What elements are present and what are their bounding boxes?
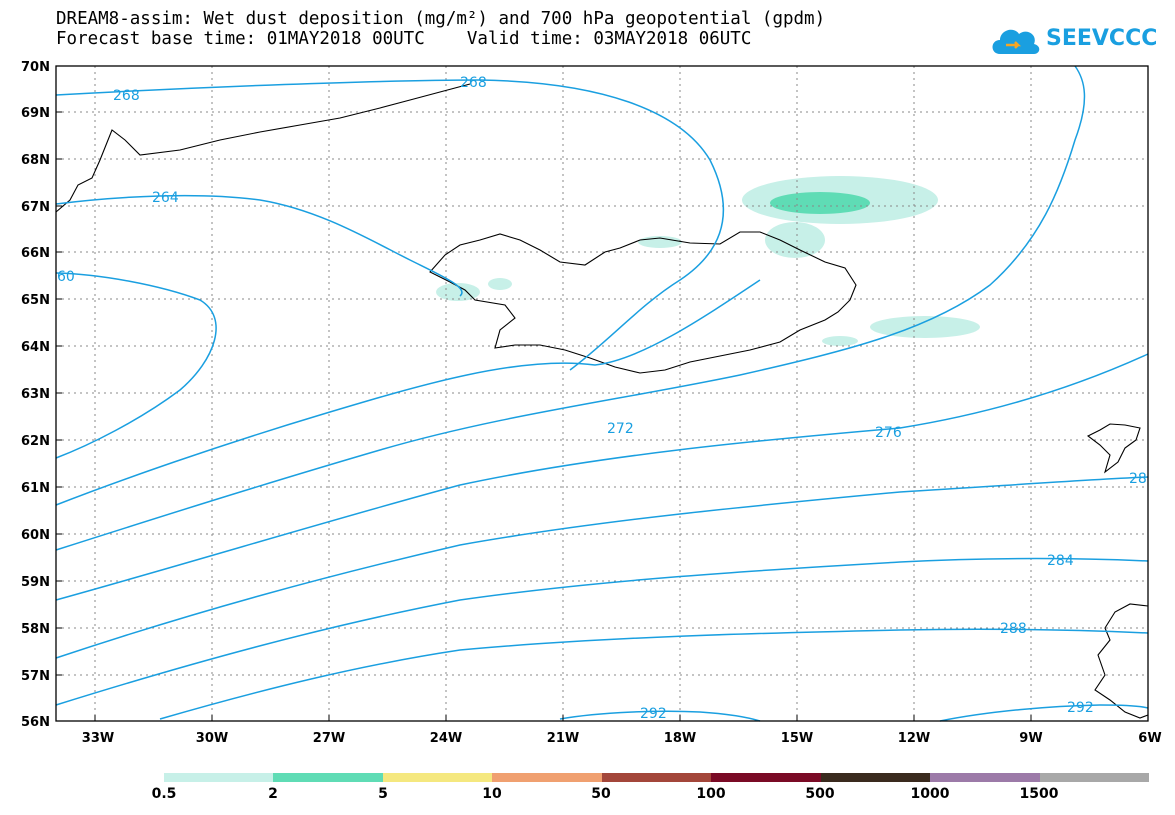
dust-area-west-fjords [488, 278, 512, 290]
contour-label: 292 [1067, 700, 1094, 716]
tick-marks [56, 65, 1149, 722]
colorbar-label: 10 [482, 786, 502, 802]
dust-area-south-sea [822, 336, 858, 346]
colorbar-label: 5 [378, 786, 388, 802]
contour-288 [159, 628, 1149, 720]
colorbar-label: 50 [591, 786, 611, 802]
lat-label: 66N [21, 246, 50, 261]
lat-label: 59N [21, 575, 50, 590]
contour-268 [55, 79, 725, 371]
lon-label: 30W [196, 731, 228, 746]
dust-area-east-coast [765, 222, 825, 258]
contour-292b [939, 704, 1149, 722]
lat-label: 67N [21, 200, 50, 215]
colorbar-swatch [382, 773, 493, 782]
lon-label: 27W [313, 731, 345, 746]
contour-label: 272 [607, 421, 634, 437]
colorbar-label: 1500 [1019, 786, 1059, 802]
contour-label: 268 [113, 88, 140, 104]
dust-area-southeast-sea [870, 316, 980, 338]
colorbar-label: 1000 [910, 786, 950, 802]
lat-label: 63N [21, 387, 50, 402]
contour-276 [55, 353, 1149, 601]
shetland-coast [1086, 423, 1141, 474]
colorbar-label: 100 [696, 786, 726, 802]
lat-label: 57N [21, 669, 50, 684]
scotland-coast [1094, 603, 1149, 719]
lat-label: 61N [21, 481, 50, 496]
lon-label: 15W [781, 731, 813, 746]
colorbar-swatch [164, 773, 274, 782]
lon-label: 9W [1019, 731, 1042, 746]
dust-core-east-iceland [770, 192, 870, 214]
lon-label: 6W [1138, 731, 1161, 746]
colorbar-labels: 0.5 2 5 10 50 100 500 1000 1500 [0, 786, 1175, 806]
colorbar-swatch [711, 773, 821, 782]
contour-272 [55, 65, 1086, 551]
colorbar-swatch [601, 773, 712, 782]
lat-label: 58N [21, 622, 50, 637]
lon-label: 24W [430, 731, 462, 746]
contour-label: 292 [640, 706, 667, 722]
graticule [56, 66, 1148, 721]
dust-area-west-iceland [436, 283, 480, 301]
colorbar-swatch [930, 773, 1040, 782]
geopotential-contours [55, 65, 1149, 722]
contour-264 [55, 194, 463, 297]
contour-label: 268 [460, 75, 487, 91]
lat-label: 62N [21, 434, 50, 449]
seevccc-logo: SEEVCCC [988, 20, 1157, 58]
contour-label: 288 [1000, 621, 1027, 637]
contour-280 [55, 476, 1149, 659]
lat-label: 56N [21, 715, 50, 730]
map-subtitle: Forecast base time: 01MAY2018 00UTC Vali… [56, 29, 752, 49]
lon-label: 21W [547, 731, 579, 746]
colorbar-label: 2 [268, 786, 278, 802]
contour-labels: 268 268 264 60 272 276 28 284 288 292 29… [57, 75, 1147, 722]
greenland-coast [55, 83, 471, 213]
lon-label: 12W [898, 731, 930, 746]
contour-label: 60 [57, 269, 75, 285]
lat-label: 65N [21, 293, 50, 308]
colorbar-swatch [492, 773, 602, 782]
lat-label: 69N [21, 106, 50, 121]
lat-label: 68N [21, 153, 50, 168]
contour-label: 284 [1047, 553, 1074, 569]
contour-272a [55, 279, 761, 506]
lat-label: 64N [21, 340, 50, 355]
dust-deposition-shading [436, 176, 980, 346]
contour-260 [55, 272, 217, 459]
lat-label: 60N [21, 528, 50, 543]
contour-284 [55, 557, 1149, 706]
coastlines [55, 83, 1149, 719]
contour-label: 264 [152, 190, 179, 206]
iceland-coast [429, 231, 857, 374]
longitude-labels: 33W 30W 27W 24W 21W 18W 15W 12W 9W 6W [82, 731, 1162, 746]
lon-label: 33W [82, 731, 114, 746]
map-title: DREAM8-assim: Wet dust deposition (mg/m²… [56, 9, 826, 29]
logo-text: SEEVCCC [1046, 26, 1158, 51]
colorbar-swatch [820, 773, 931, 782]
colorbar-swatch [1039, 773, 1149, 782]
contour-292a [559, 710, 761, 722]
cloud-icon [992, 29, 1040, 54]
colorbar [164, 773, 1149, 782]
lon-label: 18W [664, 731, 696, 746]
latitude-labels: 70N 69N 68N 67N 66N 65N 64N 63N 62N 61N … [21, 60, 50, 730]
contour-label: 276 [875, 425, 902, 441]
colorbar-label: 0.5 [151, 786, 177, 802]
colorbar-label: 500 [805, 786, 835, 802]
colorbar-swatch [273, 773, 383, 782]
contour-label: 28 [1129, 471, 1147, 487]
lat-label: 70N [21, 60, 50, 75]
